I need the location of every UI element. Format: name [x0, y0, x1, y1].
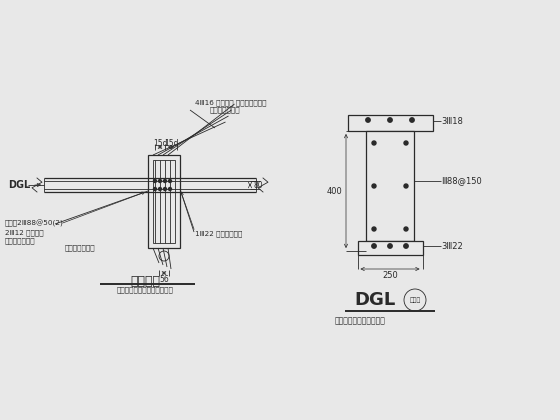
Circle shape — [164, 187, 166, 191]
Circle shape — [372, 141, 376, 145]
Circle shape — [158, 187, 161, 191]
Text: 4Ⅲ16 横向钉筋 与吸环横孔平留: 4Ⅲ16 横向钉筋 与吸环横孔平留 — [195, 100, 267, 106]
Circle shape — [372, 227, 376, 231]
Circle shape — [372, 244, 376, 248]
Text: 400: 400 — [326, 186, 342, 195]
Bar — [366, 131, 414, 241]
Circle shape — [169, 187, 171, 191]
Circle shape — [410, 118, 414, 122]
Text: 位置根据电梯供应商要求确定: 位置根据电梯供应商要求确定 — [116, 286, 174, 293]
Text: 250: 250 — [382, 271, 398, 280]
Text: DGL: DGL — [354, 291, 395, 309]
Text: 2Ⅲ12 横向钉筋: 2Ⅲ12 横向钉筋 — [5, 229, 44, 236]
Circle shape — [404, 184, 408, 188]
Circle shape — [164, 179, 166, 183]
Text: 待电梯厂家确定后，确定: 待电梯厂家确定后，确定 — [335, 316, 386, 325]
Text: 15d: 15d — [153, 139, 167, 148]
Bar — [153, 160, 175, 243]
Circle shape — [404, 141, 408, 145]
Text: 1Ⅲ22 梁打楼中心线: 1Ⅲ22 梁打楼中心线 — [195, 230, 242, 236]
Circle shape — [153, 187, 156, 191]
Text: 3Ⅲ22: 3Ⅲ22 — [441, 241, 463, 250]
Text: 56: 56 — [159, 275, 169, 284]
Text: 吸钉大样: 吸钉大样 — [130, 275, 160, 288]
Circle shape — [153, 179, 156, 183]
Text: Ⅲ88@150: Ⅲ88@150 — [441, 176, 482, 185]
Circle shape — [404, 244, 408, 248]
Text: 与吸环横孔平留: 与吸环横孔平留 — [5, 237, 36, 244]
Circle shape — [404, 227, 408, 231]
Text: 80: 80 — [253, 181, 263, 189]
Text: （长度同楼实）: （长度同楼实） — [65, 244, 96, 251]
Bar — [148, 155, 180, 248]
Bar — [348, 115, 432, 131]
Circle shape — [388, 118, 392, 122]
Circle shape — [169, 179, 171, 183]
Circle shape — [158, 179, 161, 183]
Text: 15d: 15d — [164, 139, 178, 148]
Text: DGL: DGL — [8, 180, 30, 190]
Circle shape — [366, 118, 370, 122]
Bar — [357, 241, 422, 255]
Circle shape — [372, 184, 376, 188]
Text: （长度同楼实）: （长度同楼实） — [210, 106, 241, 113]
Text: 弯钉钢2Ⅲ88@50(2): 弯钉钢2Ⅲ88@50(2) — [5, 220, 64, 227]
Text: 3Ⅲ18: 3Ⅲ18 — [441, 116, 463, 126]
Circle shape — [388, 244, 392, 248]
Text: 吸钉梁: 吸钉梁 — [409, 297, 421, 303]
